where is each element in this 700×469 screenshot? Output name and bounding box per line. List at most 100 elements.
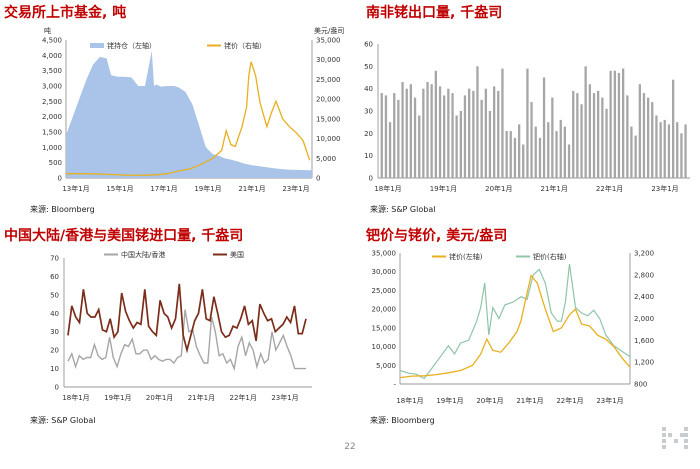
- chart3-y-tick: 70: [50, 255, 59, 263]
- chart2-y-tick: 10: [364, 152, 373, 160]
- chart4-x-tick: 18年1月: [396, 396, 423, 405]
- chart2-bar: [455, 115, 458, 178]
- chart3-y-tick: 10: [50, 365, 59, 373]
- chart2-bar: [497, 90, 500, 178]
- chart1-y2-tick: 35,000: [316, 37, 341, 45]
- chart4-x-tick: 23年1月: [596, 396, 623, 405]
- chart1-y-tick: 2,500: [42, 98, 62, 106]
- chart2-y-tick: 20: [364, 130, 373, 138]
- chart4-y-tick: 15,000: [372, 324, 397, 332]
- chart2-bar: [438, 86, 442, 178]
- chart2-bar: [434, 70, 437, 178]
- chart2-y-tick: 50: [364, 63, 373, 71]
- chart2-bar: [505, 131, 508, 178]
- chart2-bar: [555, 131, 558, 178]
- chart4-y2-tick: 1,600: [634, 337, 654, 345]
- chart2-title: 南非铑出口量, 千盎司: [366, 5, 503, 21]
- chart2-bar: [684, 124, 687, 178]
- chart2-bar: [447, 88, 450, 178]
- chart4-y2-tick: 2,400: [634, 293, 654, 301]
- chart3-x-tick: 18年1月: [62, 393, 89, 402]
- chart2-bar: [617, 73, 621, 178]
- chart2-x-tick: 18年1月: [374, 184, 401, 193]
- chart2-bar: [622, 68, 625, 178]
- chart3-y-tick: 20: [50, 347, 59, 355]
- chart1-x-tick: 21年1月: [238, 184, 265, 193]
- chart1-source: 来源: Bloomberg: [30, 205, 95, 214]
- chart4-legend-palladium-label: 钯价(右轴): [533, 252, 567, 261]
- chart4-x-tick: 20年1月: [476, 396, 503, 405]
- chart2-bar: [513, 137, 517, 178]
- chart2-bar: [530, 102, 533, 178]
- chart2-x-tick: 23年1月: [651, 184, 678, 193]
- chart2-bar: [676, 122, 679, 178]
- chart2-bar: [413, 97, 417, 178]
- chart4-y2-tick: 3,200: [634, 250, 654, 258]
- chart2-bar: [484, 88, 487, 178]
- chart2-bar: [613, 70, 616, 178]
- chart3-us-line: [67, 283, 307, 354]
- chart2-bar: [480, 99, 483, 178]
- chart1-y-tick: 3,500: [42, 67, 62, 75]
- chart4-y2-tick: 2,000: [634, 315, 654, 323]
- chart2-bar: [397, 99, 400, 178]
- chart1-y2-tick: 20,000: [316, 96, 341, 104]
- chart2-bar: [605, 108, 608, 178]
- chart2-bar: [380, 93, 383, 178]
- chart4-y-tick: -: [393, 381, 396, 389]
- chart3-china-line: [67, 309, 306, 372]
- chart1-x-tick: 15年1月: [106, 184, 133, 193]
- chart2-bar: [488, 111, 492, 178]
- chart2-x-tick: 20年1月: [485, 184, 512, 193]
- chart2-y-tick: 30: [364, 108, 373, 116]
- chart2-bar: [472, 90, 475, 178]
- chart2-bar: [651, 102, 654, 178]
- chart3-y-tick: 40: [50, 310, 59, 318]
- chart1-y-tick: 4,500: [42, 37, 62, 45]
- chart2-bar: [638, 84, 641, 178]
- chart2-bar: [672, 79, 675, 178]
- chart4-y2-tick: 2,800: [634, 271, 654, 279]
- chart4-y-tick: 10,000: [372, 343, 397, 351]
- chart4-y-tick: 5,000: [376, 362, 396, 370]
- chart4-x-tick: 22年1月: [556, 396, 583, 405]
- chart3-source: 来源: S&P Global: [30, 416, 96, 425]
- chart2-bar: [476, 66, 479, 178]
- chart2-bar: [522, 144, 525, 178]
- chart3-x-tick: 23年1月: [271, 393, 298, 402]
- chart4-title: 钯价与铑价, 美元/盎司: [366, 228, 508, 244]
- chart1-y-tick: 500: [49, 159, 62, 167]
- chart2-bar: [601, 97, 604, 178]
- chart2-bar: [393, 93, 396, 178]
- chart1-holdings-area: [66, 50, 312, 179]
- chart3-x-tick: 19年1月: [104, 393, 131, 402]
- chart1-y2-tick: 15,000: [316, 115, 341, 123]
- chart2-y-tick: 40: [364, 85, 373, 93]
- chart1-y2-tick: 5,000: [316, 155, 336, 163]
- chart2-bar: [401, 82, 404, 178]
- chart2-bar: [463, 95, 467, 178]
- chart2-bar: [626, 95, 629, 178]
- chart4-rhodium-line: [399, 274, 631, 379]
- chart2-bar: [409, 84, 412, 178]
- chart1-y2-tick: 0: [316, 175, 320, 183]
- chart2-x-tick: 22年1月: [596, 184, 623, 193]
- chart1-legend-holdings-label: 铑持仓（左轴）: [107, 41, 156, 50]
- chart2-bar: [501, 68, 504, 178]
- chart2-bar: [655, 115, 658, 178]
- chart2-bar: [597, 90, 600, 178]
- chart2-bar: [634, 135, 637, 178]
- chart1-y-tick: 1,000: [42, 144, 62, 152]
- chart1-legend-price-label: 铑价（右轴）: [224, 41, 266, 50]
- chart2-bar: [426, 82, 429, 178]
- chart1-y-tick: 1,500: [42, 129, 62, 137]
- chart1-y2-tick: 30,000: [316, 56, 341, 64]
- chart2-bar: [459, 111, 462, 178]
- chart1-x-tick: 13年1月: [62, 184, 89, 193]
- chart2-bar: [659, 122, 662, 178]
- chart1-right-unit: 美元/盎司: [314, 26, 344, 35]
- chart2-bar: [534, 126, 537, 178]
- chart2-y-tick: 60: [364, 41, 373, 49]
- chart3-y-tick: 60: [50, 273, 59, 281]
